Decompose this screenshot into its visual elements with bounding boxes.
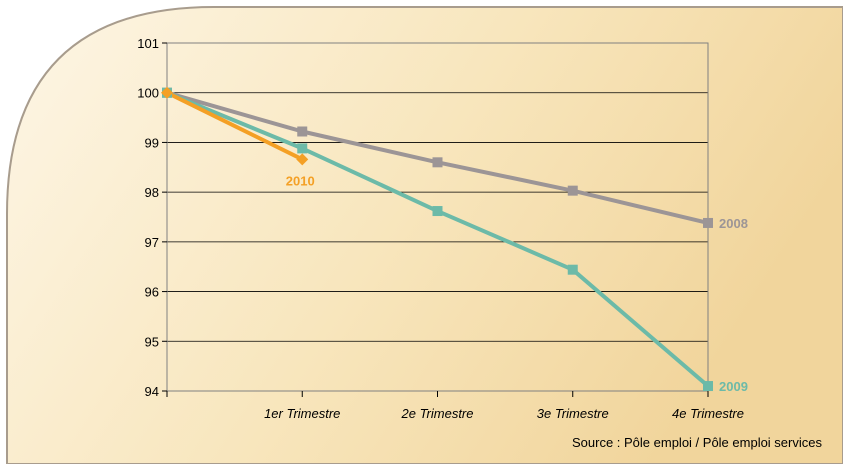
series-line-2010 xyxy=(166,90,304,162)
y-tick-label: 100 xyxy=(137,86,159,101)
data-point-2008 xyxy=(432,157,443,168)
y-tick-label: 96 xyxy=(145,285,159,300)
y-tick-label: 98 xyxy=(145,185,159,200)
data-point-2010 xyxy=(296,153,309,166)
series-label-2008: 2008 xyxy=(719,216,748,231)
gridlines xyxy=(167,42,708,392)
data-point-2008 xyxy=(567,185,578,196)
data-point-2008 xyxy=(703,217,713,228)
x-tick-label: 4e Trimestre xyxy=(672,406,744,421)
y-axis-ticks: 94 95 96 97 98 99 100 101 xyxy=(137,36,167,399)
series-label-2010: 2010 xyxy=(286,173,315,188)
x-tick-label: 1er Trimestre xyxy=(264,406,340,421)
data-point-2010 xyxy=(161,86,173,99)
x-tick-label: 3e Trimestre xyxy=(537,406,609,421)
y-tick-label: 95 xyxy=(145,334,159,349)
y-tick-label: 101 xyxy=(137,36,159,51)
series-label-2009: 2009 xyxy=(719,379,748,394)
y-tick-label: 94 xyxy=(145,384,159,399)
data-point-2009 xyxy=(432,206,443,217)
background-panel xyxy=(6,6,843,464)
source-note: Source : Pôle emploi / Pôle emploi servi… xyxy=(572,435,823,450)
data-point-2009 xyxy=(703,381,713,392)
data-point-2008 xyxy=(297,126,308,137)
data-point-2009 xyxy=(567,264,578,275)
y-tick-label: 97 xyxy=(145,235,159,250)
series-labels: 2008 2009 2010 xyxy=(286,173,748,394)
data-point-2009 xyxy=(297,143,308,154)
x-tick-label: 2e Trimestre xyxy=(401,406,474,421)
y-tick-label: 99 xyxy=(145,135,159,150)
x-axis-ticks: 1er Trimestre 2e Trimestre 3e Trimestre 4e … xyxy=(166,391,744,421)
series-markers xyxy=(161,86,713,392)
